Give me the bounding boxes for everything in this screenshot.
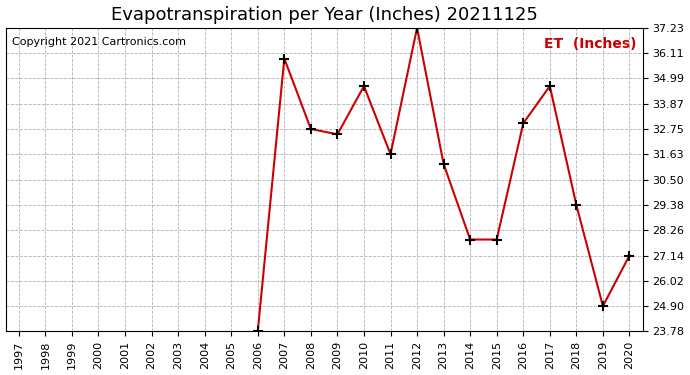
Text: Copyright 2021 Cartronics.com: Copyright 2021 Cartronics.com [12,37,186,47]
Text: ET  (Inches): ET (Inches) [544,37,636,51]
Title: Evapotranspiration per Year (Inches) 20211125: Evapotranspiration per Year (Inches) 202… [110,6,538,24]
